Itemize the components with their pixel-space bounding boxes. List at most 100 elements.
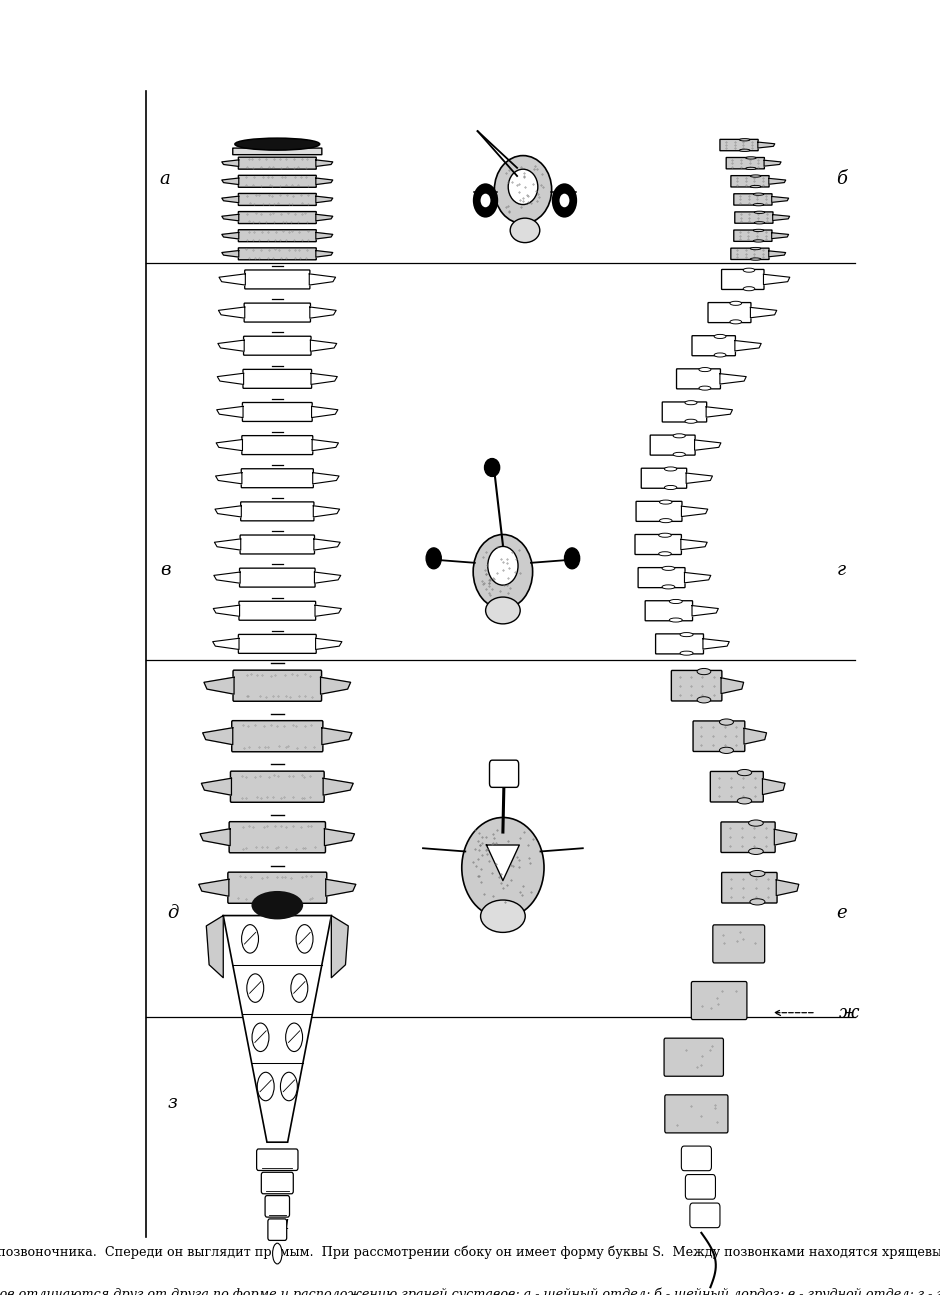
Ellipse shape xyxy=(659,534,671,537)
FancyBboxPatch shape xyxy=(727,158,764,168)
Polygon shape xyxy=(315,605,341,616)
Ellipse shape xyxy=(488,546,518,585)
Polygon shape xyxy=(763,275,790,285)
Polygon shape xyxy=(316,232,333,240)
FancyBboxPatch shape xyxy=(690,1203,720,1228)
FancyBboxPatch shape xyxy=(243,337,311,355)
Text: е: е xyxy=(837,904,847,922)
FancyBboxPatch shape xyxy=(730,249,769,259)
Ellipse shape xyxy=(235,139,320,150)
FancyBboxPatch shape xyxy=(734,194,772,205)
Ellipse shape xyxy=(565,548,580,569)
Text: в: в xyxy=(160,561,170,579)
Polygon shape xyxy=(217,373,243,385)
Polygon shape xyxy=(692,606,718,616)
FancyBboxPatch shape xyxy=(241,502,314,521)
Ellipse shape xyxy=(750,185,760,188)
Polygon shape xyxy=(316,638,342,650)
Polygon shape xyxy=(326,879,356,896)
Polygon shape xyxy=(324,829,354,846)
Polygon shape xyxy=(681,539,707,549)
Ellipse shape xyxy=(662,566,675,570)
Ellipse shape xyxy=(753,229,764,232)
Ellipse shape xyxy=(669,600,682,603)
Ellipse shape xyxy=(744,286,755,291)
Ellipse shape xyxy=(753,240,764,242)
Ellipse shape xyxy=(660,518,672,523)
Polygon shape xyxy=(316,214,333,221)
FancyBboxPatch shape xyxy=(677,369,720,388)
Ellipse shape xyxy=(252,891,304,919)
Polygon shape xyxy=(750,307,776,317)
Polygon shape xyxy=(222,159,239,167)
Ellipse shape xyxy=(480,900,525,932)
FancyBboxPatch shape xyxy=(650,435,695,455)
FancyBboxPatch shape xyxy=(244,303,310,322)
Polygon shape xyxy=(204,677,234,694)
Polygon shape xyxy=(213,572,240,583)
Ellipse shape xyxy=(673,452,685,456)
FancyBboxPatch shape xyxy=(691,982,747,1019)
Polygon shape xyxy=(219,273,245,285)
Ellipse shape xyxy=(748,820,763,826)
Ellipse shape xyxy=(740,149,750,152)
FancyBboxPatch shape xyxy=(708,303,751,322)
Text: и: и xyxy=(277,1215,289,1233)
Polygon shape xyxy=(487,844,519,881)
Polygon shape xyxy=(314,539,340,550)
FancyBboxPatch shape xyxy=(635,535,682,554)
FancyBboxPatch shape xyxy=(731,176,769,186)
Text: В межпозвоночных отверстиях расположены нервные корешки. Позвонки шейного, грудн: В межпозвоночных отверстиях расположены … xyxy=(0,1287,940,1295)
Polygon shape xyxy=(764,161,781,166)
FancyBboxPatch shape xyxy=(244,269,310,289)
Ellipse shape xyxy=(473,535,533,609)
Ellipse shape xyxy=(509,170,538,205)
Polygon shape xyxy=(217,407,243,417)
Polygon shape xyxy=(686,473,713,483)
Ellipse shape xyxy=(699,386,711,390)
Ellipse shape xyxy=(273,1243,282,1264)
Polygon shape xyxy=(222,214,239,221)
FancyBboxPatch shape xyxy=(655,633,703,654)
FancyBboxPatch shape xyxy=(243,369,312,388)
Polygon shape xyxy=(323,778,353,795)
Ellipse shape xyxy=(559,194,570,207)
Text: б: б xyxy=(837,170,848,188)
FancyBboxPatch shape xyxy=(242,435,313,455)
Polygon shape xyxy=(762,778,785,795)
Ellipse shape xyxy=(474,184,497,216)
Polygon shape xyxy=(198,879,228,896)
Polygon shape xyxy=(311,407,337,417)
Ellipse shape xyxy=(714,334,726,338)
Polygon shape xyxy=(215,473,242,484)
FancyBboxPatch shape xyxy=(227,872,327,904)
FancyBboxPatch shape xyxy=(265,1195,290,1217)
FancyBboxPatch shape xyxy=(713,925,764,963)
FancyBboxPatch shape xyxy=(693,721,744,751)
FancyBboxPatch shape xyxy=(636,501,682,522)
Polygon shape xyxy=(310,307,337,319)
Polygon shape xyxy=(316,159,333,167)
Ellipse shape xyxy=(662,585,675,589)
FancyBboxPatch shape xyxy=(711,772,763,802)
Polygon shape xyxy=(682,506,708,517)
Polygon shape xyxy=(201,778,231,795)
Ellipse shape xyxy=(697,668,711,675)
FancyBboxPatch shape xyxy=(722,873,777,903)
Ellipse shape xyxy=(750,258,760,260)
Ellipse shape xyxy=(296,925,313,953)
FancyBboxPatch shape xyxy=(665,1094,728,1133)
FancyBboxPatch shape xyxy=(638,567,685,588)
Text: з: з xyxy=(167,1094,178,1112)
Polygon shape xyxy=(706,407,732,417)
Polygon shape xyxy=(206,916,224,978)
Polygon shape xyxy=(224,916,331,1142)
FancyBboxPatch shape xyxy=(261,1172,293,1194)
Polygon shape xyxy=(315,572,341,583)
Ellipse shape xyxy=(748,848,763,855)
Polygon shape xyxy=(215,506,242,517)
Polygon shape xyxy=(331,916,348,978)
Ellipse shape xyxy=(754,221,765,224)
Polygon shape xyxy=(321,677,351,694)
Polygon shape xyxy=(695,440,721,451)
